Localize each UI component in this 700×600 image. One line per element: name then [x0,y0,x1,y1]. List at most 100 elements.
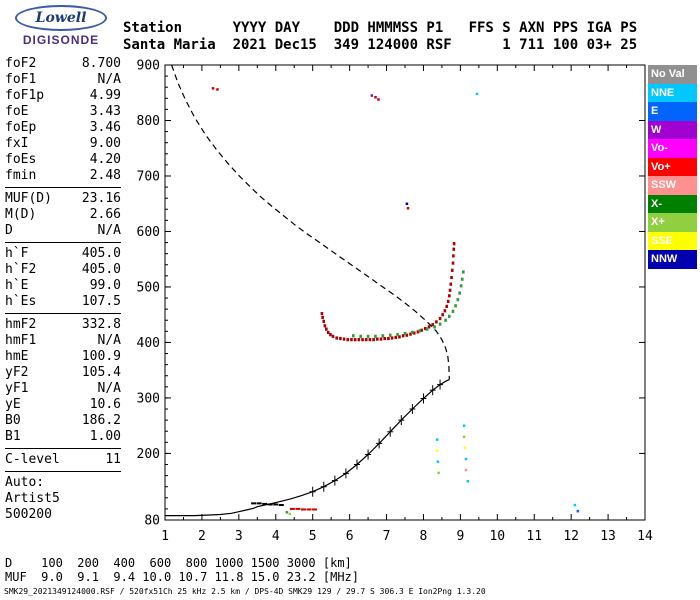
param-fmin: fmin 2.48 [5,168,121,184]
legend-item-sse: SSE [648,231,697,250]
param-label: yE [5,397,21,412]
series-sporadic-noise [211,87,580,516]
logo-lowell-text: Lowell [35,10,87,26]
svg-text:1: 1 [161,529,169,544]
param-hes: h`Es 107.5 [5,294,121,310]
param-label: foF1p [5,88,45,103]
svg-text:500: 500 [137,280,160,295]
param-foes: foEs 4.20 [5,152,121,168]
param-hmf2: hmF2 332.8 [5,317,121,333]
svg-text:200: 200 [137,447,160,462]
param-label: foEp [5,120,37,135]
axes: 1 2 3 4 5 6 7 8 9 10 11 12 13 14900800700600500400300… [137,59,653,545]
series-es-trace-red [289,507,318,511]
legend-item-nne: NNE [648,83,697,102]
param-label: h`Es [5,294,37,309]
param-value: 105.4 [81,365,121,380]
param-label: D [5,223,13,238]
legend-item-no-val: No Val [648,65,697,84]
svg-text:10: 10 [489,529,505,544]
param-value: N/A [97,381,121,396]
param-label: MUF(D) [5,191,52,206]
param-yf2: yF2 105.4 [5,365,121,381]
svg-text:400: 400 [137,336,160,351]
svg-text:13: 13 [600,529,616,544]
param-fxi: fxI 9.00 [5,136,121,152]
param-hf2: h`F2 405.0 [5,262,121,278]
param-auto: Auto: [5,475,121,491]
legend-item-ssw: SSW [648,176,697,195]
param-value: 4.20 [89,152,121,167]
param-group-divider [5,313,121,314]
param-label: fxI [5,136,29,151]
svg-text:8: 8 [420,529,428,544]
param-label: yF2 [5,365,29,380]
svg-text:300: 300 [137,391,160,406]
series-o-mode-trace [320,242,456,342]
param-hme: hmE 100.9 [5,349,121,365]
param-label: yF1 [5,381,29,396]
svg-text:700: 700 [137,169,160,184]
plot-frame [164,64,646,521]
param-value: 107.5 [81,294,121,309]
legend-item-nnw: NNW [648,250,697,269]
param-label: hmF1 [5,333,37,348]
param-label: foE [5,104,29,119]
series-x-mode-trace [352,270,465,338]
header-line2: Santa Maria 2021 Dec15 349 124000 RSF 1 … [123,37,638,53]
logo-oval: Lowell [15,5,107,31]
param-label: h`F2 [5,262,37,277]
svg-text:6: 6 [346,529,354,544]
param-group-divider [5,471,121,472]
param-hf: h`F 405.0 [5,246,121,262]
param-he: h`E 99.0 [5,278,121,294]
param-value: 9.00 [89,136,121,151]
param-label: hmF2 [5,317,37,332]
param-label: B0 [5,413,21,428]
param-fof2: foF2 8.700 [5,56,121,72]
param-value: 186.2 [81,413,121,428]
lowell-digisonde-logo: Lowell DIGISONDE [6,5,116,47]
param-value: 99.0 [89,278,121,293]
svg-text:4: 4 [272,529,280,544]
logo-digisonde-text: DIGISONDE [22,33,100,47]
ionogram-plot: 1 2 3 4 5 6 7 8 9 10 11 12 13 14900800700600500400300… [137,59,653,545]
svg-text:600: 600 [137,225,160,240]
param-foep: foEp 3.46 [5,120,121,136]
legend-item-vo-: Vo- [648,139,697,158]
param-hmf1: hmF1 N/A [5,333,121,349]
svg-text:12: 12 [563,529,579,544]
param-value: 405.0 [81,246,121,261]
svg-text:3: 3 [235,529,243,544]
param-value: 1.00 [89,429,121,444]
param-group-divider [5,187,121,188]
muf-distance-row: D 100 200 400 600 800 1000 1500 3000 [km… [5,556,352,570]
param-label: hmE [5,349,29,364]
param-value: 4.99 [89,88,121,103]
parameter-panel: foF2 8.700 foF1 N/A foF1p 4.99 foE 3.43 foEp 3.46… [5,56,121,523]
param-group-divider [5,448,121,449]
param-value: 3.43 [89,104,121,119]
series-topside-model [171,64,450,380]
series-profile-errorbars [309,379,444,497]
svg-text:900: 900 [137,59,160,74]
series-es-trace-black [251,502,284,507]
param-fof1p: foF1p 4.99 [5,88,121,104]
param-label: Artist5 [5,491,60,506]
param-value: 405.0 [81,262,121,277]
legend-item-e: E [648,102,697,121]
svg-text:7: 7 [383,529,391,544]
legend: No Val NNE E W Vo- Vo+ SSW X- X+ SSE NNW [648,65,697,269]
param-label: fmin [5,168,37,183]
muf-values-row: MUF 9.0 9.1 9.4 10.0 10.7 11.8 15.0 23.2… [5,570,360,584]
svg-text:800: 800 [137,114,160,129]
param-fof1: foF1 N/A [5,72,121,88]
param-value: 100.9 [81,349,121,364]
param-label: foEs [5,152,37,167]
svg-text:9: 9 [456,529,464,544]
svg-text:80: 80 [144,514,160,529]
param-foe: foE 3.43 [5,104,121,120]
svg-text:11: 11 [526,529,542,544]
